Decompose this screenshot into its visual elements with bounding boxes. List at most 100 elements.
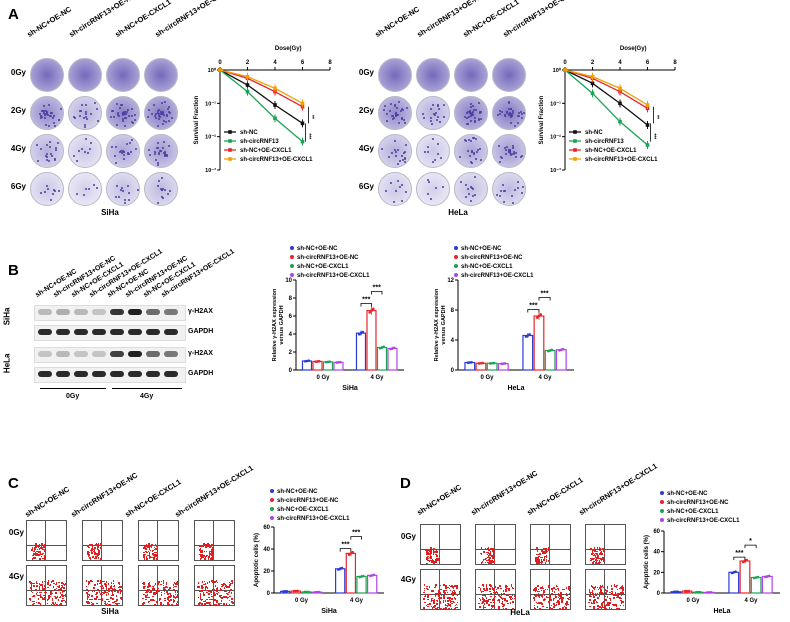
blot-band (164, 329, 178, 335)
colony-dish (454, 96, 488, 130)
colony-dish (106, 134, 140, 168)
sig-label: *** (362, 296, 370, 303)
y-tick-label: 10⁻² (205, 134, 216, 141)
colony-dish (454, 58, 488, 92)
y-tick-label: 12 (447, 278, 454, 284)
y-tick-label: 20 (263, 569, 270, 575)
legend-label: sh-circRNF13+OE-NC (297, 255, 359, 261)
y-tick-label: 10⁻³ (205, 167, 216, 174)
flow-plot (475, 569, 516, 610)
flow-plot (194, 565, 235, 606)
cell-line-caption: HeLa (510, 608, 530, 617)
flow-plot (475, 524, 516, 565)
y-tick-label: 10⁻¹ (550, 100, 561, 107)
blot-dose-label: 0Gy (66, 393, 80, 400)
series-line (219, 69, 303, 124)
legend-label: sh-NC (585, 130, 603, 136)
blot-band (74, 329, 88, 335)
data-point (307, 590, 310, 594)
y-tick-label: 10⁰ (208, 67, 217, 74)
bar (544, 349, 556, 371)
series-line (564, 69, 648, 109)
data-point (706, 591, 709, 594)
blot-band (110, 351, 124, 357)
blot-band (56, 351, 70, 357)
data-point (563, 68, 567, 72)
bar (334, 568, 346, 594)
y-tick-label: 4 (289, 332, 293, 338)
data-point (535, 316, 539, 319)
data-point (245, 89, 250, 94)
x-axis-title: SiHa (321, 608, 337, 615)
y-tick-label: 4 (451, 338, 455, 344)
flow-plot (138, 565, 179, 606)
y-axis-label: versus GAPDH (279, 305, 285, 344)
legend-label: sh-circRNF13+OE-CXCL1 (277, 516, 350, 522)
x-tick-label: 2 (591, 60, 595, 66)
flow-plot (585, 569, 626, 610)
legend-label: sh-NC+OE-CXCL1 (461, 264, 513, 270)
y-tick-label: 10⁻² (550, 134, 561, 141)
blot-band (110, 309, 124, 315)
panel-label-c: C (8, 475, 19, 492)
legend-marker (228, 148, 232, 152)
blot-band (128, 309, 142, 315)
row-label: 2Gy (358, 106, 374, 115)
legend-label: sh-NC+OE-NC (461, 246, 502, 252)
colony-dish (68, 172, 102, 206)
h2ax-chart-siha: 0 2 4 6 8 10 Relative γ-H2AX expression versus … (272, 246, 404, 392)
data-point (371, 307, 375, 311)
flow-plot (26, 565, 67, 606)
data-point (676, 590, 679, 594)
sig-label: *** (341, 542, 349, 549)
x-tick-label: 4 Gy (350, 598, 364, 604)
row-label: 0Gy (10, 68, 26, 77)
row-label: 2Gy (10, 106, 26, 115)
data-point (734, 570, 737, 574)
data-point (709, 591, 713, 594)
flow-plot (530, 569, 571, 610)
column-label: sh-NC+OE-NC (25, 4, 73, 40)
legend-marker (290, 273, 294, 277)
colony-dish (492, 134, 526, 168)
x-axis-title: HeLa (713, 608, 730, 615)
bar (555, 349, 567, 371)
column-label: sh-NC+OE-NC (373, 4, 421, 40)
blot-band (74, 351, 88, 357)
data-point (756, 575, 760, 579)
data-point (707, 591, 711, 594)
blot-band (38, 371, 52, 377)
column-label: sh-NC+OE-NC (415, 482, 463, 517)
legend-label: sh-NC (240, 130, 258, 136)
flow-plot (82, 520, 123, 561)
blot-band (164, 351, 178, 357)
legend-label: sh-NC+OE-CXCL1 (297, 264, 349, 270)
colony-dish (144, 58, 178, 92)
data-point (528, 333, 531, 336)
colony-dish (416, 172, 450, 206)
row-label: 4Gy (8, 572, 24, 581)
sig-bracket (350, 536, 362, 540)
data-point (372, 573, 376, 577)
bar (366, 574, 378, 594)
legend-label: sh-circRNF13+OE-CXCL1 (667, 518, 740, 524)
colony-dish (144, 172, 178, 206)
legend-label: sh-NC+OE-CXCL1 (277, 507, 329, 513)
panel-label-d: D (400, 475, 411, 492)
y-tick-label: 0 (657, 591, 661, 597)
bar (387, 347, 398, 371)
data-point (481, 361, 485, 365)
data-point (492, 361, 496, 365)
data-point (687, 589, 691, 593)
bar (750, 576, 762, 594)
colony-dish (416, 58, 450, 92)
x-tick-label: 4 (618, 60, 622, 66)
blot-band (146, 309, 160, 315)
y-axis-label: Apoptotic cells (%) (644, 535, 650, 589)
legend-marker (290, 246, 294, 250)
legend-marker (573, 157, 577, 161)
legend-label: sh-circRNF13+OE-CXCL1 (461, 273, 534, 279)
y-axis-label: Apoptotic cells (%) (254, 533, 260, 587)
data-point (300, 101, 305, 106)
